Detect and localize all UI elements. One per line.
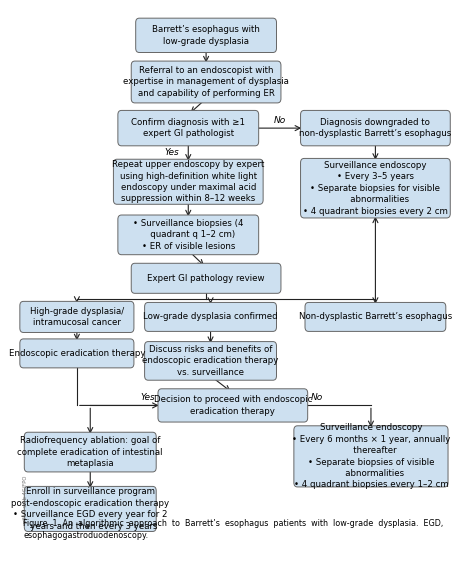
- FancyBboxPatch shape: [20, 301, 134, 332]
- Text: No: No: [311, 393, 323, 402]
- Text: Yes: Yes: [164, 148, 179, 157]
- FancyBboxPatch shape: [131, 61, 281, 103]
- FancyBboxPatch shape: [131, 264, 281, 293]
- Text: Repeat upper endoscopy by expert
using high-definition white light
endoscopy und: Repeat upper endoscopy by expert using h…: [112, 160, 264, 203]
- Text: Low-grade dysplasia confirmed: Low-grade dysplasia confirmed: [143, 312, 278, 321]
- FancyBboxPatch shape: [24, 486, 156, 532]
- Text: Confirm diagnosis with ≥1
expert GI pathologist: Confirm diagnosis with ≥1 expert GI path…: [131, 118, 245, 138]
- FancyBboxPatch shape: [118, 110, 259, 146]
- Text: Diagnosis downgraded to
non-dysplastic Barrett’s esophagus: Diagnosis downgraded to non-dysplastic B…: [299, 118, 452, 138]
- Text: Surveillance endoscopy
• Every 6 months × 1 year, annually
   thereafter
• Separ: Surveillance endoscopy • Every 6 months …: [292, 423, 450, 490]
- Text: Yes: Yes: [140, 393, 155, 402]
- Text: No: No: [273, 115, 286, 125]
- FancyBboxPatch shape: [301, 159, 450, 218]
- Text: Enroll in surveillance program
post-endoscopic eradication therapy
• Surveillanc: Enroll in surveillance program post-endo…: [11, 487, 169, 531]
- Text: • Surveillance biopsies (4
   quadrant q 1–2 cm)
• ER of visible lesions: • Surveillance biopsies (4 quadrant q 1–…: [133, 219, 244, 251]
- Text: Figure  1. An  algorithmic  approach  to  Barrett’s  esophagus  patients  with  : Figure 1. An algorithmic approach to Bar…: [23, 519, 444, 539]
- Text: Barrett’s esophagus with
low-grade dysplasia: Barrett’s esophagus with low-grade dyspl…: [152, 25, 260, 45]
- Text: Decision to proceed with endoscopic
eradication therapy: Decision to proceed with endoscopic erad…: [154, 395, 312, 416]
- FancyBboxPatch shape: [24, 432, 156, 472]
- FancyBboxPatch shape: [301, 110, 450, 146]
- FancyBboxPatch shape: [20, 339, 134, 368]
- FancyBboxPatch shape: [145, 303, 276, 331]
- Text: Radiofrequency ablation: goal of
complete eradication of intestinal
metaplasia: Radiofrequency ablation: goal of complet…: [18, 436, 163, 468]
- Text: Discuss risks and benefits of
endoscopic eradication therapy
vs. surveillance: Discuss risks and benefits of endoscopic…: [142, 345, 279, 377]
- Text: Endoscopic eradication therapy: Endoscopic eradication therapy: [9, 349, 145, 358]
- Text: High-grade dysplasia/
intramucosal cancer: High-grade dysplasia/ intramucosal cance…: [30, 307, 124, 327]
- FancyBboxPatch shape: [118, 215, 259, 255]
- Text: Non-dysplastic Barrett’s esophagus: Non-dysplastic Barrett’s esophagus: [299, 312, 452, 321]
- Text: Expert GI pathology review: Expert GI pathology review: [147, 274, 265, 283]
- Text: pIIII S web 4C/FPO: pIIII S web 4C/FPO: [23, 476, 28, 523]
- FancyBboxPatch shape: [294, 426, 448, 487]
- FancyBboxPatch shape: [158, 389, 308, 422]
- Text: Referral to an endoscopist with
expertise in management of dysplasia
and capabil: Referral to an endoscopist with expertis…: [123, 66, 289, 98]
- FancyBboxPatch shape: [305, 303, 446, 331]
- Text: Surveillance endoscopy
• Every 3–5 years
• Separate biopsies for visible
   abno: Surveillance endoscopy • Every 3–5 years…: [303, 161, 448, 216]
- FancyBboxPatch shape: [145, 342, 276, 380]
- FancyBboxPatch shape: [136, 18, 276, 52]
- FancyBboxPatch shape: [113, 159, 263, 204]
